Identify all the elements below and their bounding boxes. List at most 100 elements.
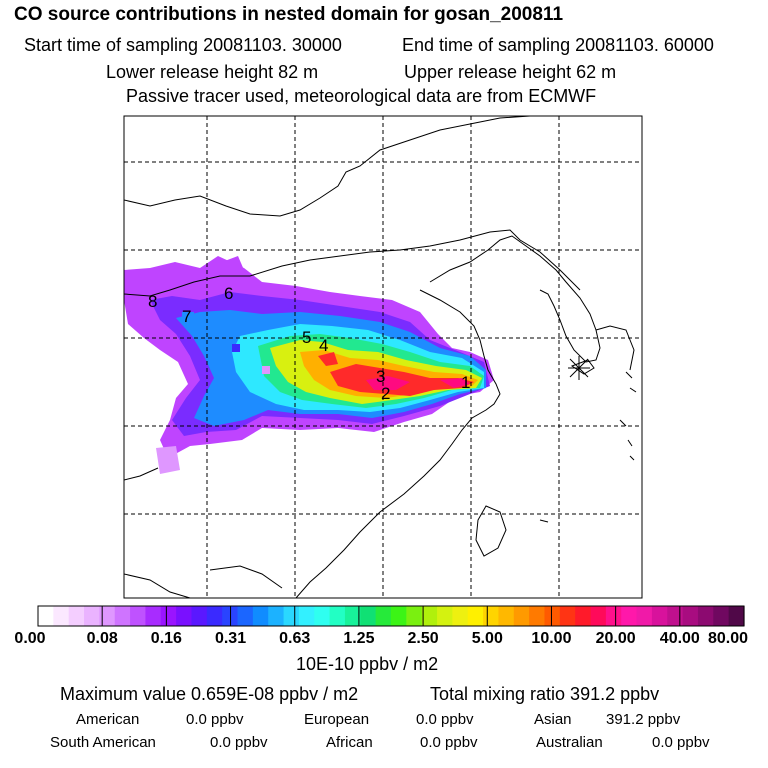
colorbar-cell	[529, 606, 546, 626]
american-label: American	[76, 711, 140, 728]
colorbar-tick-lines	[101, 606, 681, 626]
colorbar-units: 10E-10 ppbv / m2	[296, 654, 439, 674]
maximum-value: Maximum value 0.659E-08 ppbv / m2	[60, 684, 359, 704]
tick-label: 20.00	[595, 630, 636, 647]
colorbar-cell	[728, 606, 745, 626]
tracer-note: Passive tracer used, meteorological data…	[126, 86, 597, 106]
source-marker-5: 5	[302, 328, 311, 347]
tick-label: 0.16	[150, 630, 182, 647]
grid-lines	[124, 116, 642, 598]
source-marker-1: 1	[461, 373, 470, 392]
colorbar-frame	[37, 605, 745, 627]
map-frame	[123, 115, 643, 599]
american-value: 0.0 ppbv	[186, 711, 244, 728]
blob	[182, 312, 194, 324]
colorbar-cell	[682, 606, 699, 626]
colorbar-cell	[559, 606, 576, 626]
colorbar-cell	[391, 606, 407, 626]
blob	[232, 344, 240, 352]
tick-label: 0.08	[86, 630, 118, 647]
start-time: Start time of sampling 20081103. 30000	[24, 35, 342, 55]
chart-title: CO source contributions in nested domain…	[14, 4, 564, 25]
asian-label: Asian	[534, 711, 572, 728]
colorbar-cell	[130, 606, 147, 626]
concentration-field	[124, 256, 494, 474]
source-marker-2: 2	[381, 384, 390, 403]
colorbar-cell	[651, 606, 668, 626]
colorbar-cell	[298, 606, 315, 626]
coastlines	[124, 116, 637, 598]
south-american-value: 0.0 ppbv	[210, 734, 268, 751]
receptor-marker-icon	[568, 356, 590, 380]
source-marker-6: 6	[224, 284, 233, 303]
colorbar-cell	[268, 606, 285, 626]
tick-label: 5.00	[471, 630, 503, 647]
tick-label: 0.63	[279, 630, 311, 647]
colorbar-cell	[191, 606, 208, 626]
colorbar-cell	[344, 606, 361, 626]
european-label: European	[304, 711, 370, 728]
colorbar-cell	[160, 606, 177, 626]
tick-label: 1.25	[343, 630, 375, 647]
colorbar-cell	[237, 606, 254, 626]
colorbar-cell	[667, 606, 684, 626]
end-time: End time of sampling 20081103. 60000	[402, 35, 714, 55]
colorbar-cell	[53, 606, 70, 626]
tick-label: 0.00	[14, 630, 46, 647]
south-american-label: South American	[50, 734, 156, 751]
colorbar-cell	[575, 606, 592, 626]
upper-release-height: Upper release height 62 m	[404, 62, 617, 82]
colorbar-cell	[360, 606, 377, 626]
african-value: 0.0 ppbv	[420, 734, 478, 751]
african-label: African	[326, 734, 373, 751]
colorbar-cell	[605, 606, 622, 626]
tick-label: 10.00	[531, 630, 572, 647]
colorbar-cell	[114, 606, 131, 626]
colorbar-cell	[452, 606, 469, 626]
colorbar-cell	[544, 606, 561, 626]
colorbar-cell	[513, 606, 530, 626]
tick-label: 40.00	[659, 630, 700, 647]
colorbar-cell	[467, 606, 484, 626]
european-value: 0.0 ppbv	[416, 711, 474, 728]
tick-label: 2.50	[407, 630, 439, 647]
colorbar-cell	[621, 606, 638, 626]
colorbar-cell	[38, 606, 54, 626]
colorbar-cell	[713, 606, 730, 626]
source-marker-7: 7	[182, 307, 191, 326]
tick-label: 80.00	[707, 630, 749, 647]
colorbar-cell	[314, 606, 331, 626]
colorbar-cell	[99, 606, 116, 626]
asian-value: 391.2 ppbv	[606, 711, 681, 728]
tick-label: 0.31	[214, 630, 247, 647]
colorbar-cell	[421, 606, 438, 626]
colorbar-cell	[697, 606, 714, 626]
colorbar-cell	[176, 606, 193, 626]
colorbar-cell	[375, 606, 392, 626]
colorbar-cell	[145, 606, 162, 626]
colorbar-cell	[437, 606, 453, 626]
colorbar-cell	[68, 606, 85, 626]
blob	[262, 366, 270, 374]
source-marker-3: 3	[376, 367, 385, 386]
colorbar-cell	[636, 606, 653, 626]
colorbar-cell	[252, 606, 269, 626]
colorbar-cell	[483, 606, 500, 626]
australian-value: 0.0 ppbv	[652, 734, 710, 751]
total-mixing-ratio: Total mixing ratio 391.2 ppbv	[430, 684, 660, 704]
colorbar-cell	[329, 606, 346, 626]
colorbar-cell	[206, 606, 223, 626]
source-marker-8: 8	[148, 292, 157, 311]
colorbar-cell	[498, 606, 515, 626]
colorbar-cell	[84, 606, 100, 626]
plume-level-pink	[366, 376, 470, 390]
colorbar-cells	[38, 606, 745, 626]
colorbar-cell	[590, 606, 607, 626]
lower-release-height: Lower release height 82 m	[106, 62, 319, 82]
australian-label: Australian	[536, 734, 603, 751]
colorbar-cell	[283, 606, 300, 626]
colorbar-cell	[406, 606, 423, 626]
source-marker-4: 4	[319, 336, 328, 355]
